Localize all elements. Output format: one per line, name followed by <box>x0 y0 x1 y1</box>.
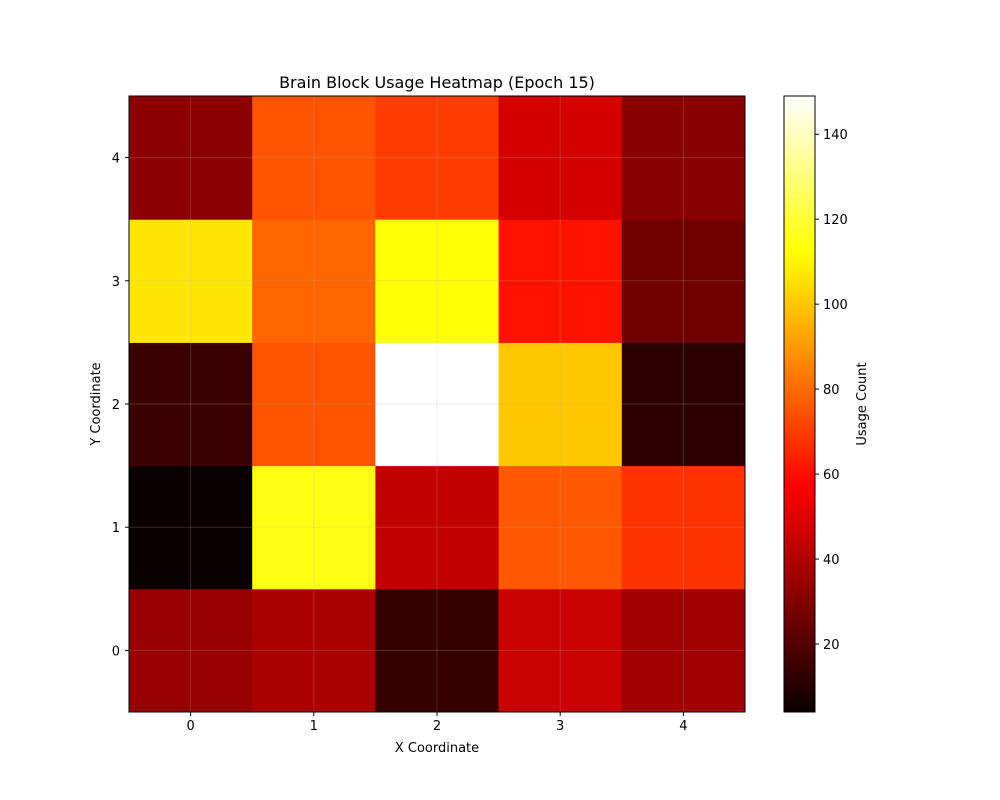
heatmap-cell-x1-y2 <box>252 342 376 467</box>
y-tick-label: 0 <box>112 644 120 659</box>
x-tick-label: 1 <box>310 719 318 734</box>
heatmap-cell-x0-y2 <box>129 342 253 467</box>
x-tick-label: 3 <box>556 719 564 734</box>
heatmap-cell-x3-y0 <box>498 588 623 713</box>
x-axis-ticks: 0 1 2 3 4 <box>186 712 688 734</box>
colorbar-tick-label: 120 <box>823 213 848 228</box>
colorbar-tick-label: 60 <box>823 468 840 483</box>
colorbar-label: Usage Count <box>855 362 870 445</box>
colorbar-tick-label: 80 <box>823 383 840 398</box>
heatmap-cell-x0-y0 <box>129 588 253 713</box>
x-tick-label: 4 <box>679 719 687 734</box>
heatmap-cell-x4-y0 <box>621 588 746 713</box>
heatmap-cell-x1-y1 <box>252 465 376 590</box>
heatmap-cell-x1-y4 <box>252 96 376 220</box>
colorbar-tick-label: 100 <box>823 298 848 313</box>
heatmap-cell-x4-y4 <box>621 96 746 220</box>
colorbar-tick-label: 140 <box>823 128 848 143</box>
heatmap-cell-x2-y1 <box>375 465 500 590</box>
y-tick-label: 2 <box>112 398 120 413</box>
heatmap-cell-x2-y2 <box>375 342 500 467</box>
colorbar-tick-label: 40 <box>823 553 840 568</box>
heatmap-cells <box>129 96 746 713</box>
y-axis-label: Y Coordinate <box>89 362 104 446</box>
heatmap-cell-x4-y1 <box>621 465 746 590</box>
heatmap-cell-x0-y3 <box>129 219 253 343</box>
y-tick-label: 1 <box>112 521 120 536</box>
heatmap-cell-x2-y4 <box>375 96 500 220</box>
y-tick-label: 3 <box>112 275 120 290</box>
heatmap-cell-x2-y0 <box>375 588 500 713</box>
chart-title: Brain Block Usage Heatmap (Epoch 15) <box>279 73 595 92</box>
heatmap-cell-x4-y2 <box>621 342 746 467</box>
heatmap-cell-x3-y1 <box>498 465 623 590</box>
heatmap-cell-x3-y2 <box>498 342 623 467</box>
x-axis-label: X Coordinate <box>395 741 479 756</box>
heatmap-cell-x1-y3 <box>252 219 376 343</box>
heatmap-cell-x0-y1 <box>129 465 253 590</box>
heatmap-cell-x3-y3 <box>498 219 623 343</box>
heatmap-cell-x0-y4 <box>129 96 253 220</box>
y-tick-label: 4 <box>112 152 120 167</box>
x-tick-label: 2 <box>433 719 441 734</box>
x-tick-label: 0 <box>186 719 194 734</box>
heatmap-cell-x2-y3 <box>375 219 500 343</box>
colorbar <box>783 95 816 713</box>
grid-lines <box>129 96 745 712</box>
y-axis-ticks: 0 1 2 3 4 <box>112 152 129 659</box>
colorbar-tick-label: 20 <box>823 638 840 653</box>
heatmap-cell-x4-y3 <box>621 219 746 343</box>
heatmap-cell-x1-y0 <box>252 588 376 713</box>
colorbar-ticks: 20 40 60 80 100 120 140 <box>815 128 848 653</box>
heatmap-cell-x3-y4 <box>498 96 623 220</box>
